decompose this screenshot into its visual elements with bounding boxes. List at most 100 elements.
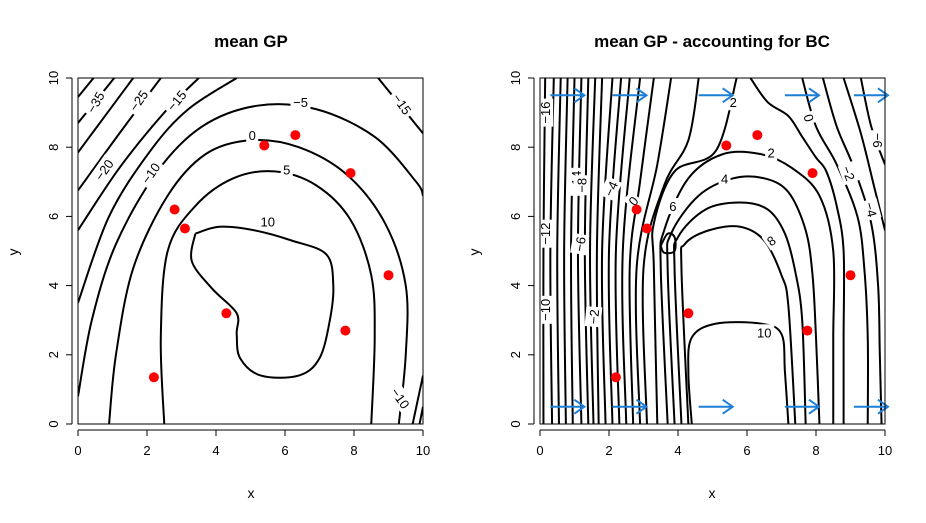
data-point [752,130,763,141]
x-tick-label: 8 [350,443,357,458]
data-point [721,140,732,151]
y-tick-label: 10 [508,71,523,85]
y-tick-label: 6 [46,213,61,220]
contour-label-bg [161,84,192,117]
contour-label-text: 10 [757,325,771,340]
contour-line [78,78,238,304]
contour-line [614,78,631,424]
contour-label-bg [761,230,781,251]
contour-line [680,225,797,424]
y-tick-label: 10 [46,71,61,85]
panel-2-y-axis-label: y [466,249,482,256]
data-point [683,308,694,319]
contour-label-bg [799,109,819,126]
contour-line [159,170,376,424]
contour-label-text: −12 [538,223,553,245]
y-tick-label: 4 [508,282,523,289]
x-tick-label: 6 [281,443,288,458]
contour-line [659,150,836,424]
boundary-arrow [698,398,735,415]
data-point [802,325,813,336]
contour-label-bg [837,161,860,186]
x-tick-label: 0 [536,443,543,458]
contour-label-bg [385,381,416,415]
contour-label-bg [599,176,623,202]
data-point [221,308,232,319]
contour-label: −6 [870,130,887,151]
contour-label-text: 5 [283,163,290,178]
panel-1-y-axis-label: y [5,249,21,256]
x-tick-label: 8 [812,443,819,458]
boundary-arrow [853,398,890,415]
contour-label-bg [280,161,293,178]
x-tick-label: 0 [74,443,81,458]
contour-label-text: −2 [839,164,858,183]
contour-label-text: −6 [571,236,588,253]
contour-label-bg [257,213,278,230]
y-tick-label: 2 [46,351,61,358]
contour-label-text: 0 [249,128,256,143]
contour-label: −5 [290,94,311,111]
contour-label-bg [123,84,153,117]
contour-label-bg [666,198,679,215]
y-tick-label: 4 [46,282,61,289]
panel-2-title: mean GP - accounting for BC [594,32,830,51]
contour-label-text: 6 [669,199,676,214]
contour-line [78,78,135,153]
x-tick-label: 6 [743,443,750,458]
contour-label-bg [89,153,119,186]
contour-label-text: −6 [870,133,885,148]
contour-label: −4 [860,197,882,222]
contour-label-text: −5 [293,95,308,110]
contour-line [859,78,885,165]
data-point [383,270,394,281]
contour-line [78,78,162,192]
data-point [340,325,351,336]
contour-line [842,78,885,231]
contour-label-bg [537,98,554,127]
contour-label-text: −4 [862,201,880,219]
contour-label: 0 [246,127,259,144]
contour-label: 4 [718,170,731,187]
data-point [259,140,270,151]
boundary-arrow [550,87,587,104]
contour-label-bg [754,324,775,341]
contour-label-text: −8 [574,178,589,193]
panel-2-plot-area: −16−14−12−10−8−6−4−2022468100−2−4−602468… [508,71,892,458]
contour-label: −10 [537,295,554,324]
panel-2-x-axis-label: x [709,485,716,501]
panel-1-title: mean GP [214,32,288,51]
contour-label: 10 [754,324,775,341]
contour-label: 6 [666,198,679,215]
contour-line [595,78,604,424]
contour-label: 10 [257,213,278,230]
data-point [179,223,190,234]
contour-label-bg [570,232,590,256]
contour-line [801,78,870,424]
x-tick-label: 2 [605,443,612,458]
contour-label: −16 [537,98,554,127]
contour-line [411,375,423,424]
contour-line [78,103,423,397]
plot-frame [539,77,886,425]
contour-label-bg [290,94,311,111]
contour-label-bg [584,306,603,328]
contour-line [78,78,95,98]
contour-label-text: 4 [721,171,728,186]
contour-line [190,225,335,379]
contour-line [749,78,846,424]
contour-label-bg [246,127,259,144]
data-point [345,168,356,179]
contour-label-bg [718,170,731,187]
contour-line [589,78,597,424]
panel-mean-gp-bc: mean GP - accounting for BC x y −16−14−1… [466,32,892,501]
contour-label-text: 2 [768,145,775,160]
data-point [610,372,621,383]
boundary-arrow [853,87,890,104]
contour-label-text: 2 [730,95,737,110]
contour-label-bg [81,86,110,119]
contour-line [673,201,807,424]
